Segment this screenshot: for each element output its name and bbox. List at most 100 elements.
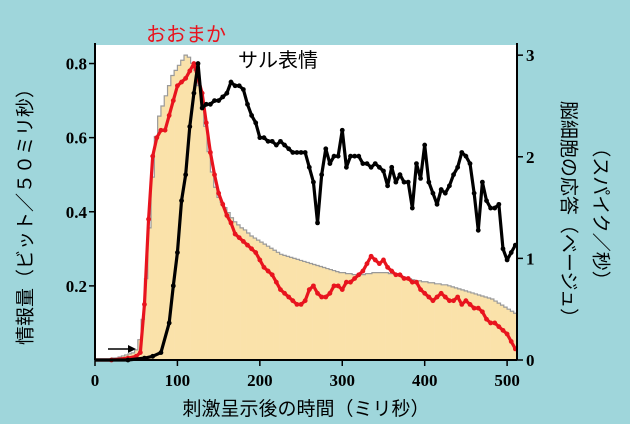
rough-info-point	[348, 279, 353, 285]
fine-info-point	[175, 250, 180, 255]
rough-info-point	[249, 246, 255, 252]
rough-info-point	[496, 324, 502, 330]
rough-info-point	[364, 261, 370, 267]
histogram-bar	[216, 197, 221, 360]
rough-info-point	[385, 264, 390, 270]
histogram-bar	[164, 95, 168, 360]
histogram-bar	[263, 244, 267, 360]
fine-info-point	[479, 179, 485, 185]
rough-info-point	[492, 320, 498, 326]
histogram-bar	[292, 258, 297, 360]
histogram-bar	[269, 248, 274, 360]
histogram-bar	[437, 283, 442, 360]
rough-info-point	[368, 253, 374, 259]
fine-info-point	[331, 153, 337, 159]
histogram-bar	[302, 261, 307, 360]
histogram-bar	[322, 267, 327, 360]
rough-info-point	[389, 268, 395, 274]
rough-info-point	[500, 327, 506, 333]
histogram-bar	[240, 227, 244, 360]
rough-info-point	[327, 290, 333, 296]
histogram-bar	[441, 284, 445, 360]
rough-info-point	[319, 294, 325, 300]
fine-info-point	[191, 90, 197, 96]
rough-info-point	[311, 283, 316, 289]
histogram-bar	[451, 286, 455, 360]
fine-info-point	[364, 161, 370, 166]
histogram-bar	[408, 278, 412, 360]
histogram-bar	[421, 281, 425, 360]
fine-info-point	[302, 150, 308, 155]
rough-info-point	[232, 231, 238, 237]
rough-info-point	[170, 98, 176, 103]
histogram-bar	[144, 278, 149, 360]
fine-info-point	[492, 205, 498, 211]
histogram-bar	[319, 266, 323, 360]
y-right-tick-label: 0	[526, 351, 535, 370]
rough-info-point	[422, 290, 428, 296]
rough-info-point	[282, 290, 287, 296]
rough-info-point	[335, 283, 341, 289]
fine-info-point	[170, 283, 176, 289]
fine-info-point	[422, 142, 428, 148]
rough-info-point	[261, 264, 267, 270]
fine-info-point	[447, 183, 452, 189]
fine-info-point	[335, 153, 341, 159]
histogram-bar	[236, 224, 241, 360]
rough-info-point	[463, 298, 469, 304]
fine-info-point	[381, 168, 386, 174]
rough-info-point	[323, 294, 329, 300]
rough-info-point	[269, 272, 275, 278]
y-axis-right-title-line2: （スパイク／秒）	[590, 138, 612, 290]
fine-info-point	[298, 150, 304, 155]
fine-info-point	[414, 161, 419, 166]
histogram-bar	[273, 250, 277, 360]
fine-info-point	[158, 350, 164, 355]
rough-info-point	[376, 261, 382, 267]
histogram-bar	[160, 105, 165, 360]
fine-info-point	[187, 124, 193, 129]
rough-info-point	[339, 287, 345, 292]
fine-info-point	[459, 150, 465, 155]
fine-info-point	[455, 164, 461, 170]
y-right-tick-label: 3	[526, 46, 535, 65]
histogram-bar	[147, 227, 152, 360]
histogram-bar	[434, 283, 439, 360]
histogram-bar	[220, 202, 224, 360]
histogram-bar	[243, 229, 247, 360]
rough-info-point	[479, 309, 485, 315]
fine-info-point	[405, 179, 411, 185]
fine-info-point	[179, 198, 184, 204]
fine-info-point	[257, 135, 263, 141]
histogram-layer	[95, 54, 518, 361]
rough-info-point	[401, 276, 407, 281]
histogram-bar	[395, 274, 399, 360]
x-tick-label: 500	[494, 371, 520, 390]
histogram-bar	[233, 221, 238, 360]
rough-info-point	[430, 298, 436, 304]
fine-info-point	[463, 153, 469, 159]
fine-info-point	[368, 164, 374, 170]
histogram-bar	[464, 290, 468, 360]
fine-info-point	[195, 61, 201, 66]
fine-info-point	[434, 201, 440, 207]
rough-info-point	[212, 172, 217, 178]
histogram-bar	[335, 271, 340, 360]
fine-info-point	[306, 164, 312, 170]
histogram-bar	[193, 70, 198, 360]
fine-info-point	[245, 101, 250, 107]
histogram-bar	[427, 282, 432, 360]
rough-info-point	[504, 331, 510, 337]
histogram-bar	[510, 311, 515, 360]
y-left-tick-label: 0.4	[66, 203, 88, 222]
histogram-bar	[490, 299, 495, 360]
y-left-tick-label: 0.8	[66, 55, 87, 74]
fine-info-point	[203, 101, 209, 107]
histogram-bar	[151, 177, 155, 360]
x-axis-title: 刺激呈示後の時間（ミリ秒）	[182, 398, 429, 420]
histogram-bar	[170, 75, 175, 360]
onset-arrow	[108, 345, 136, 353]
fine-info-point	[393, 179, 399, 185]
fine-info-point	[269, 138, 275, 144]
